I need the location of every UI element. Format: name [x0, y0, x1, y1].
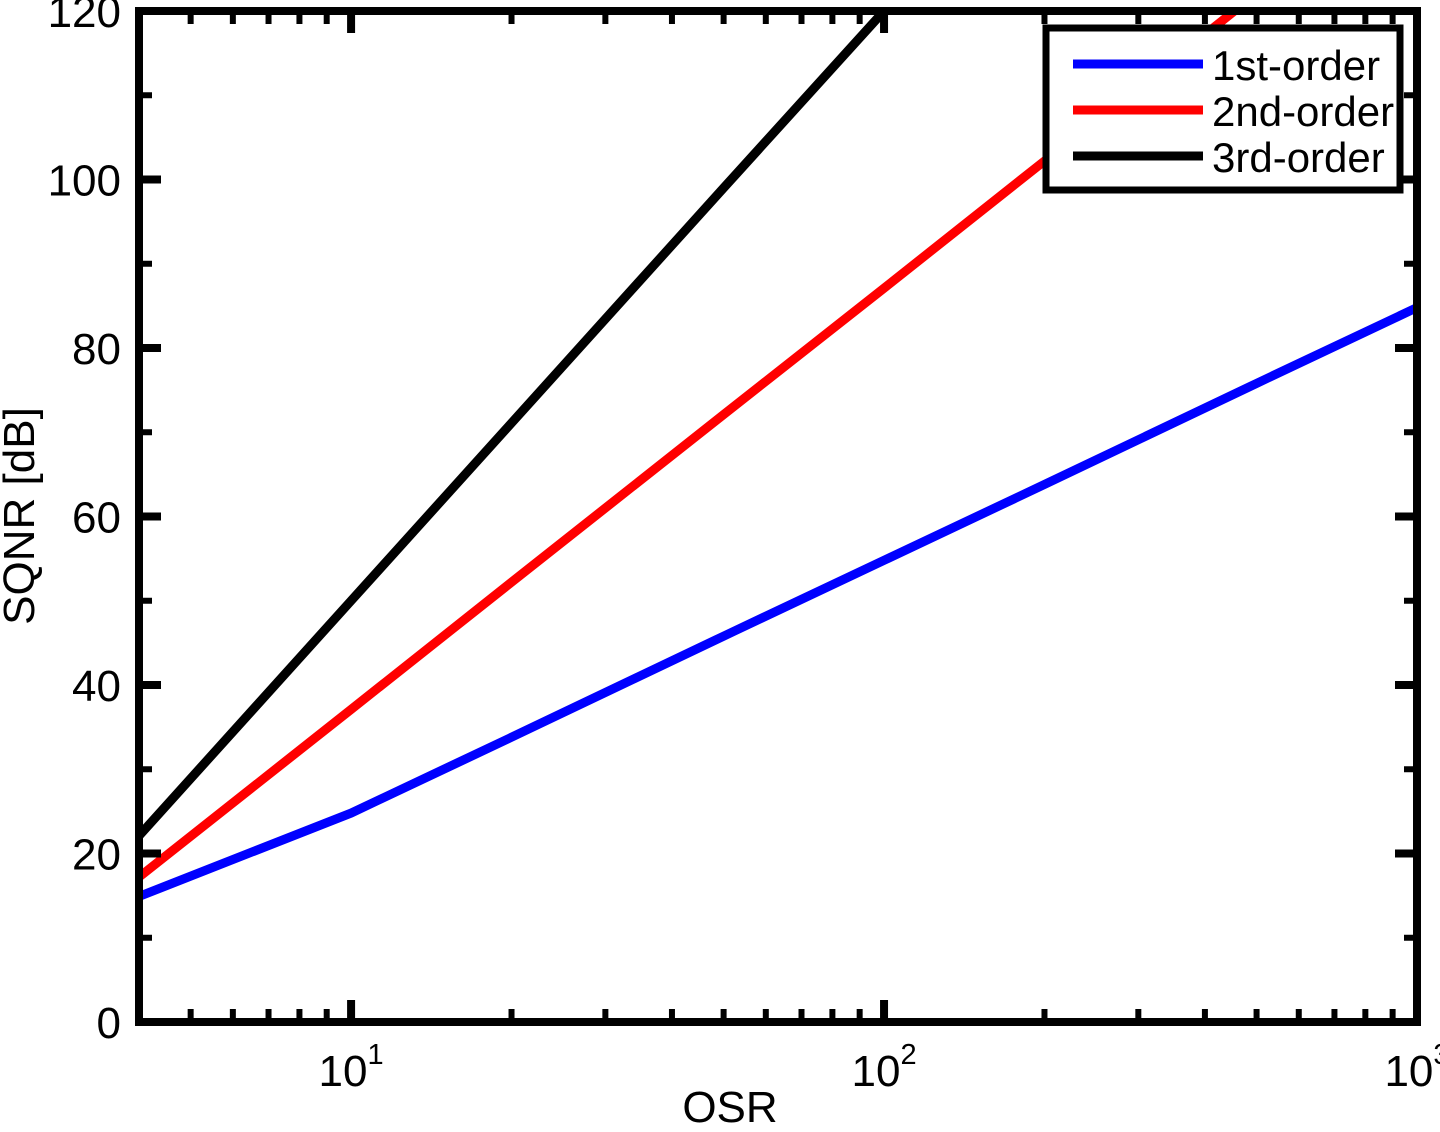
legend-label-2nd-order: 2nd-order: [1212, 88, 1394, 135]
y-tick-label-group: 0 20 40 60 80 100 120: [48, 0, 121, 1048]
y-tick-label: 60: [72, 494, 121, 543]
y-tick-label: 40: [72, 662, 121, 711]
x-tick-label: 103: [1384, 1039, 1440, 1096]
x-axis-label: OSR: [682, 1083, 777, 1132]
x-tick-label-group: 101 102 103: [319, 1039, 1440, 1096]
y-tick-label: 100: [48, 157, 121, 206]
series-line-3rd-order: [139, 11, 891, 839]
x-tick-group: [187, 11, 1421, 1022]
x-tick-label: 101: [319, 1039, 384, 1096]
y-axis-label: SQNR [dB]: [0, 407, 44, 625]
y-tick-label: 120: [48, 0, 121, 37]
legend-label-1st-order: 1st-order: [1212, 42, 1380, 89]
y-tick-label: 0: [97, 999, 121, 1048]
x-tick-label: 102: [851, 1039, 916, 1096]
series-line-2nd-order: [139, 11, 1242, 881]
y-tick-group: [139, 7, 1417, 1026]
data-series-group: [139, 11, 1417, 901]
y-tick-label: 20: [72, 831, 121, 880]
legend-label-3rd-order: 3rd-order: [1212, 134, 1385, 181]
series-line-1st-order: [139, 303, 1417, 901]
y-tick-label: 80: [72, 325, 121, 374]
